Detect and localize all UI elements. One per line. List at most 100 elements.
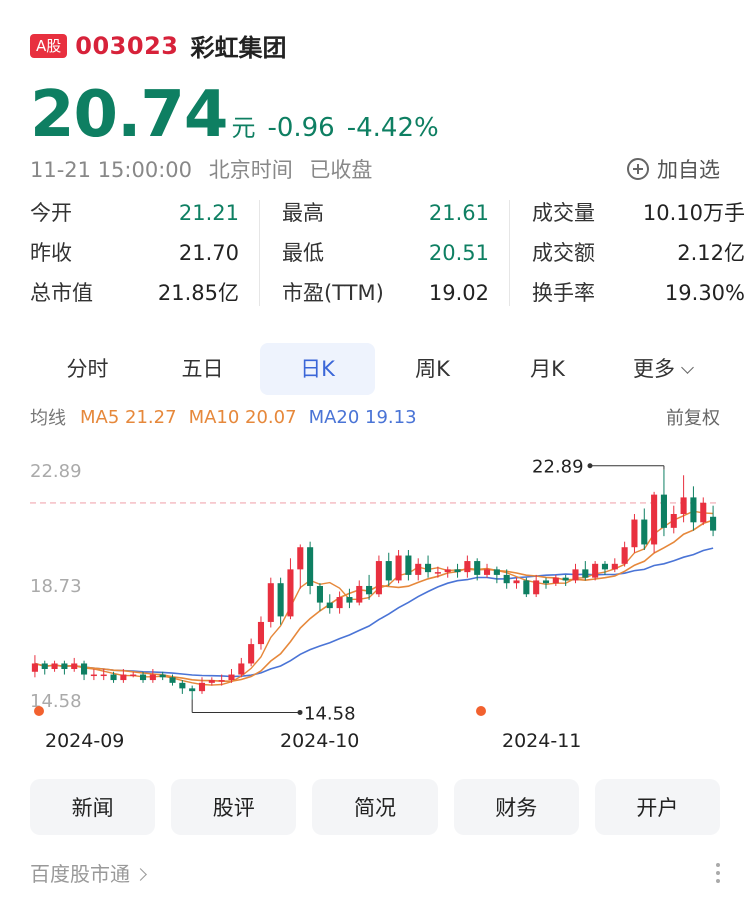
candle-body bbox=[169, 677, 176, 683]
candle-body bbox=[375, 561, 382, 595]
candle-body bbox=[385, 561, 392, 581]
candle-body bbox=[503, 574, 510, 584]
price-adjust-toggle[interactable]: 前复权 bbox=[666, 408, 720, 429]
more-menu-icon[interactable] bbox=[716, 862, 720, 883]
stat-label: 市盈(TTM) bbox=[282, 281, 384, 305]
stats-column-1: 今开 21.21 昨收 21.70 总市值 21.85亿 bbox=[30, 200, 260, 306]
source-link[interactable]: 百度股市通 bbox=[30, 858, 147, 887]
stat-row: 成交量 10.10万手 bbox=[532, 200, 745, 226]
candle-body bbox=[552, 577, 559, 584]
tab-4[interactable]: 月K bbox=[490, 343, 605, 395]
status-row: 11-21 15:00:00 北京时间 已收盘 加自选 bbox=[30, 154, 720, 184]
chevron-down-icon bbox=[681, 361, 694, 374]
candle-body bbox=[218, 680, 225, 682]
y-tick-label: 18.73 bbox=[30, 576, 82, 597]
candle-body bbox=[670, 514, 677, 528]
candle-body bbox=[660, 494, 667, 528]
stat-label: 昨收 bbox=[30, 241, 72, 265]
footer: 百度股市通 bbox=[30, 858, 720, 887]
candle-body bbox=[41, 663, 48, 670]
plus-circle-icon bbox=[627, 158, 649, 180]
stat-label: 总市值 bbox=[30, 281, 93, 305]
candle-body bbox=[395, 555, 402, 581]
high-marker-dot bbox=[587, 463, 593, 469]
action-button-3[interactable]: 财务 bbox=[453, 779, 579, 835]
candle-body bbox=[267, 583, 274, 622]
action-buttons: 新闻 股评 简况 财务 开户 bbox=[30, 779, 721, 835]
candle-body bbox=[464, 561, 471, 573]
candle-body bbox=[346, 597, 353, 603]
candle-body bbox=[81, 663, 88, 675]
action-button-0[interactable]: 新闻 bbox=[30, 779, 156, 835]
tab-0[interactable]: 分时 bbox=[30, 343, 145, 395]
stats-column-2: 最高 21.61 最低 20.51 市盈(TTM) 19.02 bbox=[260, 200, 510, 306]
price-change-percent: -4.42% bbox=[346, 113, 439, 143]
candle-body bbox=[493, 569, 500, 575]
current-price: 20.74 bbox=[30, 78, 228, 152]
candle-body bbox=[425, 563, 432, 573]
candle-body bbox=[592, 563, 599, 578]
stat-row: 总市值 21.85亿 bbox=[30, 280, 239, 306]
tab-1[interactable]: 五日 bbox=[145, 343, 260, 395]
candle-body bbox=[198, 682, 206, 692]
ma5-value: MA5 21.27 bbox=[80, 406, 177, 428]
candle-body bbox=[611, 563, 618, 570]
price-change: -0.96 bbox=[267, 113, 335, 143]
candle-body bbox=[523, 580, 530, 595]
candle-body bbox=[533, 580, 540, 595]
tab-2[interactable]: 日K bbox=[260, 343, 375, 395]
candle-body bbox=[287, 569, 294, 617]
candle-body bbox=[277, 583, 284, 617]
add-watchlist-button[interactable]: 加自选 bbox=[627, 154, 720, 184]
candle-body bbox=[179, 682, 186, 689]
stat-value: 20.51 bbox=[428, 241, 489, 265]
market-status: 11-21 15:00:00 北京时间 已收盘 bbox=[30, 154, 372, 184]
candle-body bbox=[415, 563, 422, 575]
stat-row: 昨收 21.70 bbox=[30, 240, 239, 266]
ma20-line bbox=[34, 547, 714, 678]
ma5-line bbox=[34, 510, 714, 686]
candle-body bbox=[513, 580, 520, 584]
candle-body bbox=[228, 674, 235, 681]
stock-header: A股 003023 彩虹集团 bbox=[30, 28, 286, 63]
candle-body bbox=[307, 547, 314, 586]
stock-code: 003023 bbox=[75, 31, 179, 60]
tab-3[interactable]: 周K bbox=[375, 343, 490, 395]
candle-body bbox=[601, 563, 609, 570]
quote-stats: 今开 21.21 昨收 21.70 总市值 21.85亿 最高 21.61 最低 20.51 市盈… bbox=[30, 200, 745, 306]
candle-body bbox=[139, 674, 147, 681]
tab-5[interactable]: 更多 bbox=[605, 343, 720, 395]
market-state: 已收盘 bbox=[309, 158, 373, 182]
stat-label: 成交额 bbox=[532, 241, 595, 265]
candle-body bbox=[483, 569, 491, 575]
stat-row: 市盈(TTM) 19.02 bbox=[282, 280, 489, 306]
ma20-value: MA20 19.13 bbox=[308, 406, 417, 428]
stat-value: 21.21 bbox=[178, 201, 239, 225]
source-label: 百度股市通 bbox=[30, 862, 130, 886]
ma-legend: 均线 MA5 21.27 MA10 20.07 MA20 19.13 前复权 bbox=[30, 404, 720, 430]
candle-body bbox=[189, 688, 196, 692]
candle-body bbox=[100, 674, 107, 677]
action-button-4[interactable]: 开户 bbox=[594, 779, 721, 835]
candle-body bbox=[405, 555, 412, 575]
candle-body bbox=[336, 597, 343, 609]
stats-column-3: 成交量 10.10万手 成交额 2.12亿 换手率 19.30% bbox=[510, 200, 745, 306]
candle-body bbox=[434, 572, 441, 574]
candle-body bbox=[316, 585, 323, 603]
candle-body bbox=[120, 674, 127, 681]
candle-body bbox=[248, 644, 255, 664]
candle-body bbox=[149, 674, 156, 681]
candlestick-chart[interactable]: 22.89 18.73 14.58 22.89 14.58 2024-09 2024-10 2… bbox=[0, 445, 750, 755]
action-button-1[interactable]: 股评 bbox=[171, 779, 297, 835]
candle-body bbox=[130, 674, 137, 677]
low-marker-label: 14.58 bbox=[304, 703, 356, 724]
candle-body bbox=[572, 569, 579, 581]
stat-row: 成交额 2.12亿 bbox=[532, 240, 745, 266]
candle-body bbox=[159, 674, 166, 678]
candle-body bbox=[690, 497, 697, 523]
action-button-2[interactable]: 简况 bbox=[312, 779, 438, 835]
candle-body bbox=[51, 663, 58, 670]
stat-value: 21.70 bbox=[178, 241, 239, 265]
price-unit: 元 bbox=[231, 114, 256, 142]
timezone-label: 北京时间 bbox=[208, 158, 293, 182]
